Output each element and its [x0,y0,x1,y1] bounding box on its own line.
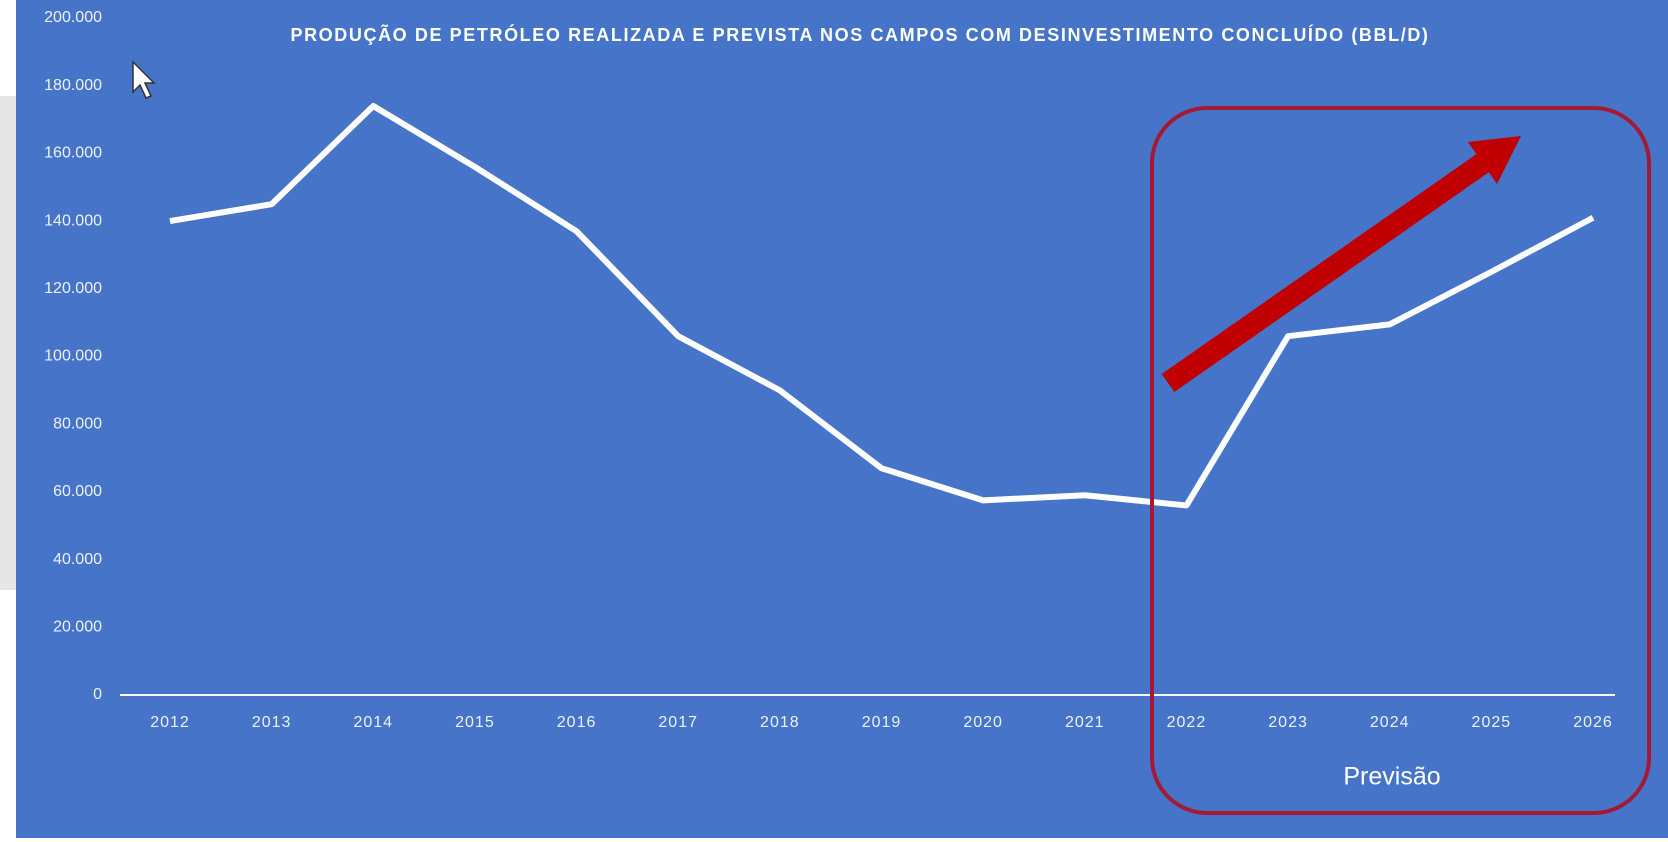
x-tick-label: 2013 [252,714,292,731]
y-tick-label: 80.000 [53,415,102,432]
plot-background [16,0,1668,838]
x-tick-label: 2023 [1268,714,1308,731]
x-tick-label: 2025 [1472,714,1512,731]
y-tick-label: 180.000 [44,77,102,94]
x-tick-label: 2020 [963,714,1003,731]
y-tick-label: 20.000 [53,619,102,636]
x-tick-label: 2017 [658,714,698,731]
y-tick-label: 200.000 [44,9,102,26]
trend-arrow [1161,136,1521,393]
y-tick-label: 60.000 [53,483,102,500]
x-tick-label: 2024 [1370,714,1410,731]
x-tick-label: 2019 [862,714,902,731]
x-tick-label: 2022 [1167,714,1207,731]
x-tick-label: 2018 [760,714,800,731]
y-tick-label: 120.000 [44,280,102,297]
x-tick-label: 2014 [353,714,393,731]
forecast-label: Previsão [1343,763,1440,791]
x-tick-label: 2026 [1573,714,1613,731]
x-tick-label: 2016 [557,714,597,731]
plot: 0 20.000 40.000 60.000 80.000 100.000 120.000 1… [44,9,1615,731]
y-tick-label: 40.000 [53,551,102,568]
x-tick-label: 2021 [1065,714,1105,731]
y-tick-label: 160.000 [44,145,102,162]
chart-title: PRODUÇÃO DE PETRÓLEO REALIZADA E PREVIST… [290,24,1429,45]
forecast-box [1150,106,1651,815]
x-tick-label: 2012 [150,714,190,731]
y-tick-label: 140.000 [44,212,102,229]
y-tick-label: 100.000 [44,348,102,365]
series-line [169,103,1595,509]
side-panel [0,96,16,590]
y-tick-label: 0 [93,686,102,703]
cursor [132,60,156,99]
x-tick-label: 2015 [455,714,495,731]
